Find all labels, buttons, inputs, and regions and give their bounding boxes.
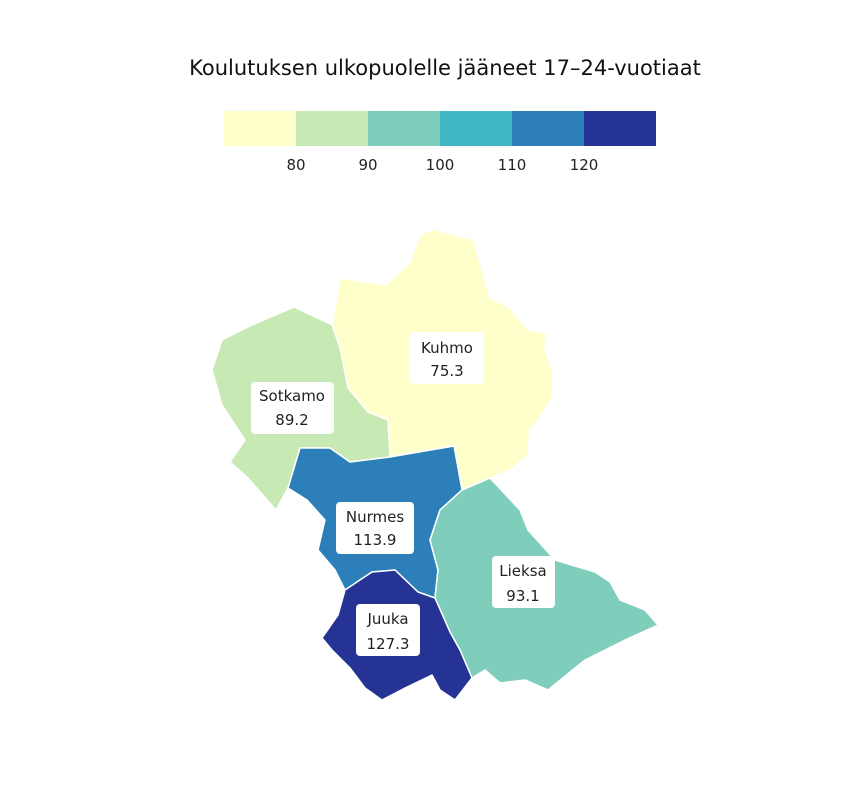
legend-bin [368, 111, 440, 146]
legend-tick: 90 [358, 156, 377, 174]
region-label: Juuka 127.3 [356, 604, 420, 656]
regions [211, 228, 659, 701]
legend-tick: 80 [286, 156, 305, 174]
region-label: Lieksa 93.1 [492, 556, 555, 608]
region-label: Sotkamo 89.2 [251, 382, 334, 434]
legend-tick: 120 [570, 156, 599, 174]
region-label-value: 89.2 [275, 411, 308, 429]
region-label: Kuhmo 75.3 [410, 332, 484, 384]
legend-bin [512, 111, 584, 146]
region-label-value: 127.3 [367, 635, 410, 653]
region-label-name: Nurmes [346, 508, 404, 526]
color-legend: 80 90 100 110 120 [224, 111, 656, 174]
region-label-name: Juuka [366, 610, 408, 628]
region-label: Nurmes 113.9 [336, 502, 414, 554]
region-label-value: 75.3 [430, 362, 463, 380]
legend-bin [584, 111, 656, 146]
region-label-value: 93.1 [506, 587, 539, 605]
region-label-name: Sotkamo [259, 387, 325, 405]
region-labels: Kuhmo 75.3 Sotkamo 89.2 Nurmes 113.9 Lie… [251, 332, 555, 656]
region-label-name: Lieksa [499, 562, 546, 580]
legend-tick: 110 [498, 156, 527, 174]
region-label-name: Kuhmo [421, 339, 473, 357]
legend-tick: 100 [426, 156, 455, 174]
legend-bin [296, 111, 368, 146]
legend-bin [440, 111, 512, 146]
map-title: Koulutuksen ulkopuolelle jääneet 17–24-v… [189, 56, 701, 80]
legend-bin [224, 111, 296, 146]
region-label-value: 113.9 [354, 531, 397, 549]
